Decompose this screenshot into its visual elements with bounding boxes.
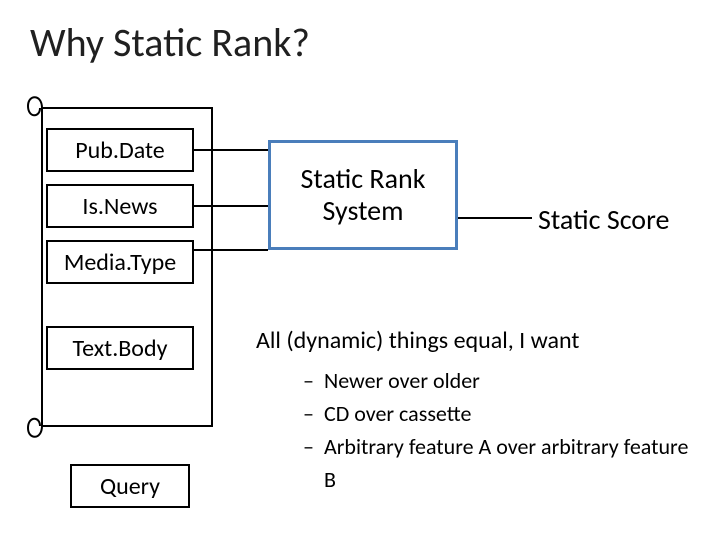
system-box: Static RankSystem: [268, 140, 458, 250]
query-label: Query: [100, 472, 160, 501]
slide: Why Static Rank? Pub.Date Is.News Media.…: [0, 0, 720, 540]
slide-title: Why Static Rank?: [30, 18, 310, 67]
input-mediatype: Media.Type: [46, 240, 194, 284]
bullet-dash-icon: –: [298, 397, 314, 430]
input-pubdate-label: Pub.Date: [75, 136, 164, 165]
bullet-item: –CD over cassette: [298, 397, 704, 430]
query-box: Query: [70, 464, 190, 508]
input-isnews-label: Is.News: [82, 192, 157, 221]
system-label: Static RankSystem: [301, 163, 426, 227]
bullet-item: –Arbitrary feature A over arbitrary feat…: [298, 430, 704, 496]
bullet-text: Newer over older: [324, 364, 480, 397]
input-textbody-label: Text.Body: [73, 334, 168, 363]
input-pubdate: Pub.Date: [46, 128, 194, 172]
output-label: Static Score: [538, 202, 669, 237]
bullet-dash-icon: –: [298, 364, 314, 397]
input-isnews: Is.News: [46, 184, 194, 228]
bullet-text: CD over cassette: [324, 397, 471, 430]
input-mediatype-label: Media.Type: [64, 248, 176, 277]
bullet-item: –Newer over older: [298, 364, 704, 397]
input-textbody: Text.Body: [46, 326, 194, 370]
bullet-dash-icon: –: [298, 430, 314, 496]
paragraph: All (dynamic) things equal, I want: [256, 326, 579, 356]
bullet-text: Arbitrary feature A over arbitrary featu…: [324, 430, 704, 496]
bullet-list: –Newer over older–CD over cassette–Arbit…: [298, 364, 704, 496]
